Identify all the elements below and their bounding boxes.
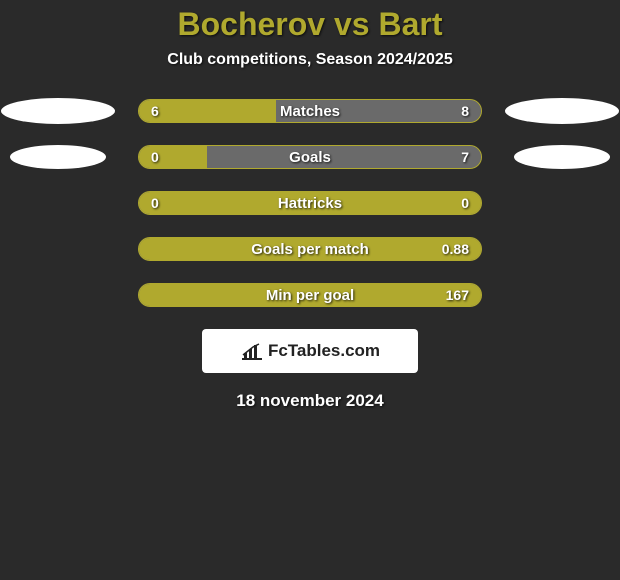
source-badge: FcTables.com — [202, 329, 418, 373]
stat-bar: Matches6 8 — [138, 99, 482, 123]
stat-value-right: 0.88 — [442, 238, 469, 260]
page-title: Bocherov vs Bart — [0, 0, 620, 43]
player-right-marker — [514, 145, 610, 169]
subtitle: Club competitions, Season 2024/2025 — [0, 51, 620, 69]
stat-value-left: 0 — [151, 192, 159, 214]
stat-bar: Hattricks0 0 — [138, 191, 482, 215]
stat-row: Hattricks0 0 — [0, 191, 620, 215]
stat-bar: Goals0 7 — [138, 145, 482, 169]
footer-date: 18 november 2024 — [0, 391, 620, 411]
stat-bar: Min per goal167 — [138, 283, 482, 307]
bar-chart-icon — [240, 341, 262, 361]
stat-row: Matches6 8 — [0, 99, 620, 123]
stat-row: Goals0 7 — [0, 145, 620, 169]
stat-label: Goals — [139, 146, 481, 168]
stat-label: Hattricks — [139, 192, 481, 214]
player-left-marker — [10, 145, 106, 169]
comparison-rows: Matches68Goals07Hattricks00Goals per mat… — [0, 99, 620, 307]
stat-bar: Goals per match0.88 — [138, 237, 482, 261]
stat-label: Goals per match — [139, 238, 481, 260]
source-badge-text: FcTables.com — [268, 341, 380, 361]
player-right-marker — [505, 98, 619, 124]
stat-value-right: 0 — [461, 192, 469, 214]
stat-value-right: 8 — [461, 100, 469, 122]
player-left-marker — [1, 98, 115, 124]
stat-value-left: 6 — [151, 100, 159, 122]
stat-row: Min per goal167 — [0, 283, 620, 307]
stat-value-right: 7 — [461, 146, 469, 168]
stat-label: Min per goal — [139, 284, 481, 306]
stat-value-right: 167 — [446, 284, 469, 306]
stat-row: Goals per match0.88 — [0, 237, 620, 261]
stat-label: Matches — [139, 100, 481, 122]
stat-value-left: 0 — [151, 146, 159, 168]
